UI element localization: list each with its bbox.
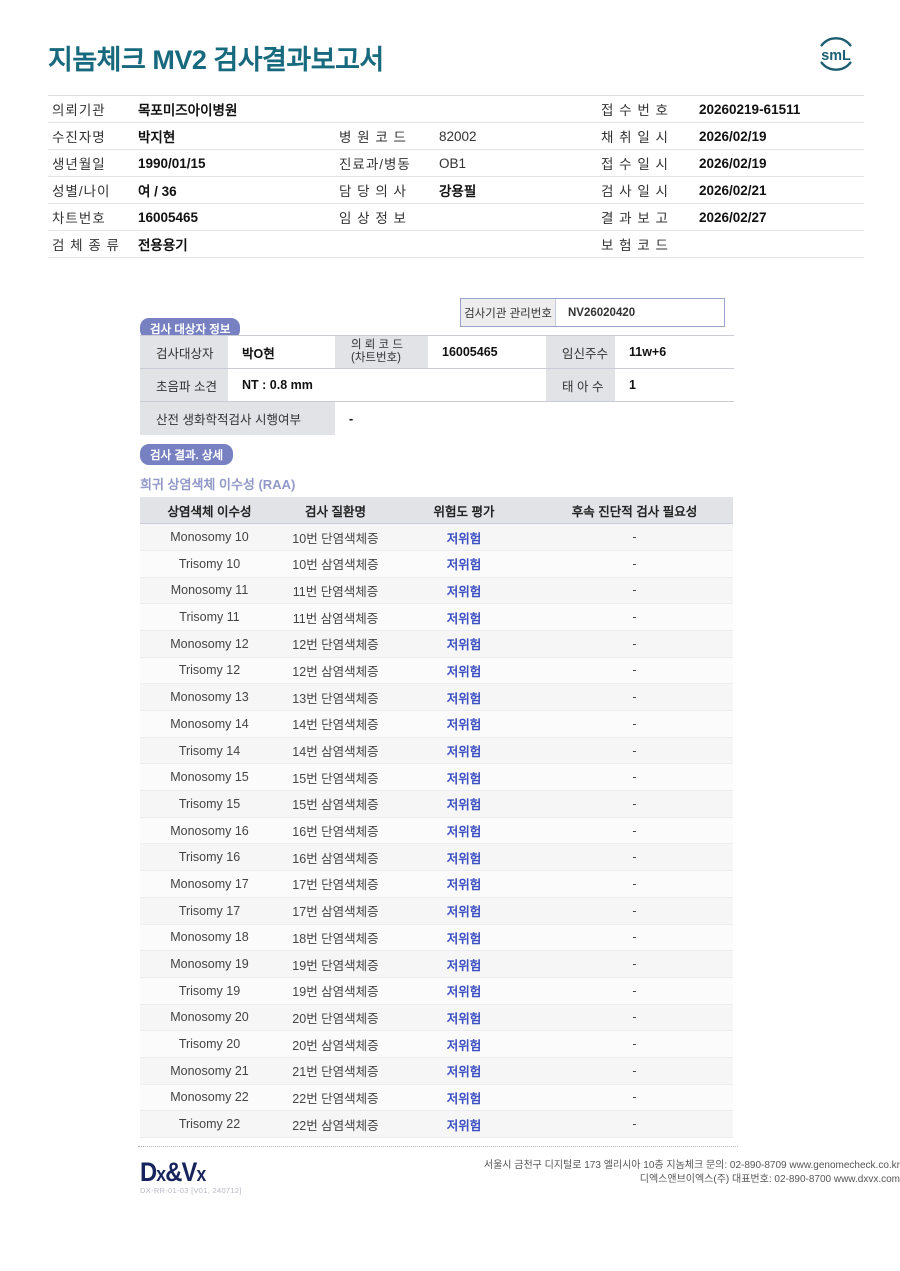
svg-text:smL: smL: [821, 48, 851, 64]
